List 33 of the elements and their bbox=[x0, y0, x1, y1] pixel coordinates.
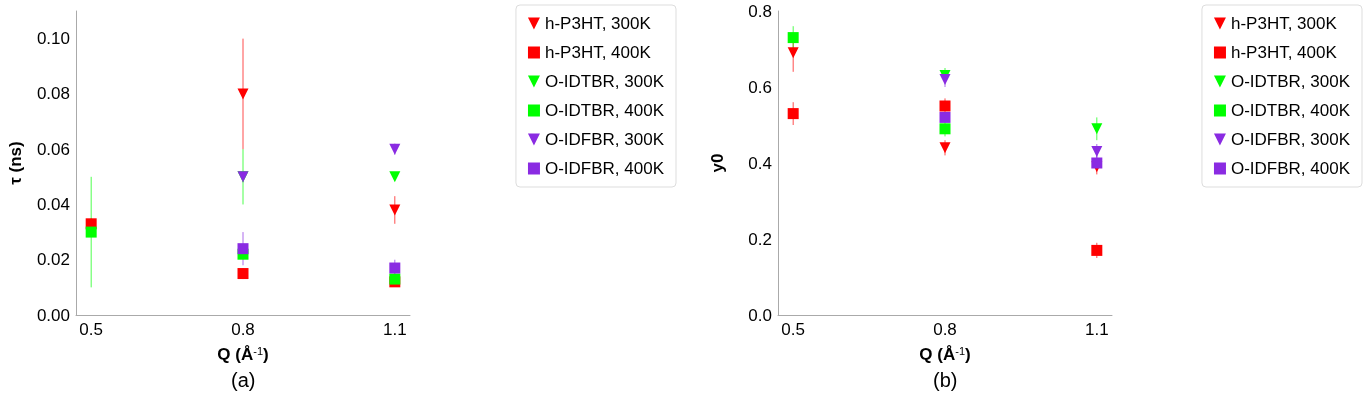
y-axis-title: τ (ns) bbox=[6, 141, 25, 185]
x-tick-label: 0.8 bbox=[231, 320, 255, 339]
legend-label: O-IDFBR, 300K bbox=[544, 130, 665, 149]
y-tick-label: 0.10 bbox=[36, 29, 70, 49]
legend-label: h-P3HT, 300K bbox=[544, 14, 652, 33]
x-tick-label: 0.8 bbox=[933, 320, 957, 339]
legend-label: h-P3HT, 300K bbox=[1230, 14, 1338, 33]
legend-label: O-IDTBR, 400K bbox=[1230, 101, 1351, 120]
legend-label: O-IDTBR, 300K bbox=[1230, 72, 1351, 91]
legend-label: h-P3HT, 400K bbox=[544, 43, 652, 62]
legend-label: O-IDTBR, 300K bbox=[544, 72, 665, 91]
x-tick-label: 1.1 bbox=[1085, 320, 1109, 339]
y-tick-label: 0.0 bbox=[748, 305, 772, 325]
y-tick-label: 0.2 bbox=[748, 229, 772, 249]
y-tick-label: 0.6 bbox=[748, 77, 772, 97]
y-tick-label: 0.08 bbox=[36, 84, 70, 104]
legend-label: O-IDFBR, 400K bbox=[544, 159, 665, 178]
x-tick-label: 1.1 bbox=[383, 320, 407, 339]
y-tick-label: 0.02 bbox=[36, 250, 70, 270]
x-tick-label: 0.5 bbox=[781, 320, 805, 339]
y-tick-label: 0.4 bbox=[748, 153, 772, 173]
text: (a) bbox=[231, 369, 256, 391]
y-tick-label: 0.04 bbox=[36, 194, 70, 214]
legend-label: O-IDFBR, 300K bbox=[1230, 130, 1351, 149]
text: (b) bbox=[933, 369, 958, 391]
legend-label: h-P3HT, 400K bbox=[1230, 43, 1338, 62]
legend-label: O-IDFBR, 400K bbox=[1230, 159, 1351, 178]
y-axis-title: y0 bbox=[708, 153, 727, 173]
legend-label: O-IDTBR, 400K bbox=[544, 101, 665, 120]
y-tick-label: 0.8 bbox=[748, 1, 772, 21]
y-tick-label: 0.00 bbox=[36, 305, 70, 325]
y-tick-label: 0.06 bbox=[36, 139, 70, 159]
x-tick-label: 0.5 bbox=[79, 320, 103, 339]
